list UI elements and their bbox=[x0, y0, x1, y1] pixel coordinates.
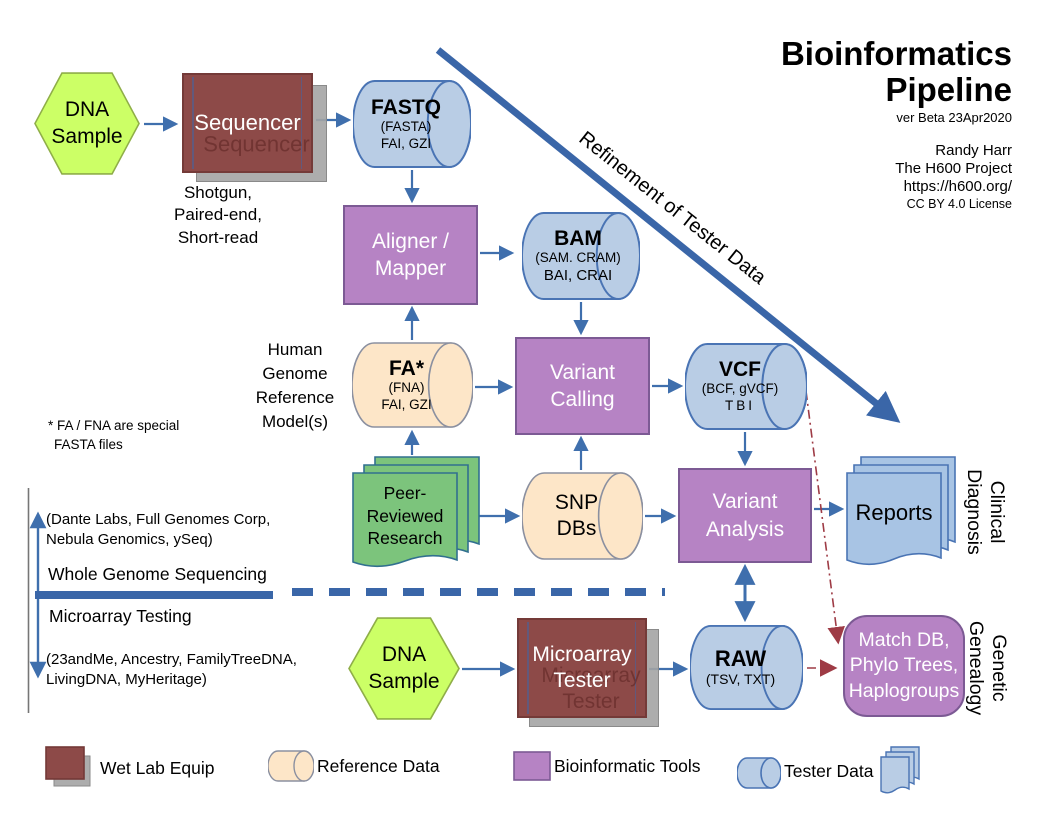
genealogy-dashdot-arrows bbox=[805, 390, 845, 677]
aligner-mapper-box: Aligner / Mapper bbox=[343, 205, 478, 305]
reports-docs: Reports bbox=[846, 456, 958, 578]
fastq-title: FASTQ bbox=[370, 95, 441, 119]
bam-title: BAM bbox=[554, 226, 602, 250]
fa-title: FA* bbox=[388, 356, 424, 380]
cylinder-shape bbox=[351, 342, 474, 428]
dna-sample-hexagon-top: DNA Sample bbox=[34, 72, 140, 175]
cylinder-shape bbox=[684, 343, 809, 430]
cylinder-shape bbox=[689, 625, 804, 710]
document-stack-shape bbox=[352, 456, 480, 568]
tester-docs-icon bbox=[880, 746, 921, 794]
raw-title: RAW bbox=[714, 645, 767, 671]
hexagon-shape bbox=[34, 72, 140, 175]
dna-sample-label: DNA Sample bbox=[51, 98, 123, 148]
sequencing-methods-note: Shotgun, Paired-end, Short-read bbox=[174, 183, 262, 247]
vcf-cylinder: VCF (BCF, gVCF) TBI bbox=[684, 343, 809, 430]
document-stack-shape bbox=[846, 456, 956, 566]
wet-lab-icon bbox=[45, 746, 91, 787]
hexagon-shape bbox=[348, 617, 460, 720]
cylinder-shape bbox=[521, 472, 644, 560]
fa-footnote: * FA / FNA are special FASTA files bbox=[48, 418, 180, 452]
reference-model-label: Human Genome Reference Model(s) bbox=[255, 340, 335, 432]
credits: Randy Harr The H600 Project https://h600… bbox=[690, 142, 1012, 196]
refinement-arrow bbox=[435, 47, 901, 423]
fastq-cylinder: FASTQ (FASTA) FAI, GZI bbox=[352, 80, 472, 168]
cylinder-shape bbox=[352, 80, 472, 168]
vcf-title: VCF bbox=[719, 358, 761, 382]
wgs-section-label: Whole Genome Sequencing bbox=[48, 564, 267, 584]
snp-dbs-cylinder: SNP DBs bbox=[521, 472, 644, 560]
legend-wet-lab: Wet Lab Equip bbox=[45, 746, 214, 790]
version-label: ver Beta 23Apr2020 bbox=[896, 110, 1012, 126]
arrow-vcf-to-matchdb bbox=[805, 390, 845, 645]
microarray-section-label: Microarray Testing bbox=[49, 606, 192, 626]
dna-sample-hexagon-bottom: DNA Sample bbox=[348, 617, 460, 720]
license-label: CC BY 4.0 License bbox=[906, 197, 1012, 212]
title-block: Bioinformatics Pipeline ver Beta 23Apr20… bbox=[690, 36, 1012, 211]
cylinder-shape bbox=[521, 212, 641, 300]
genetic-genealogy-label: Genetic Genealogy bbox=[965, 620, 1010, 716]
sequencer-box: Sequencer Sequencer bbox=[182, 73, 328, 185]
peer-reviewed-research-docs: Peer- Reviewed Research bbox=[352, 456, 482, 578]
legend-reference-data: Reference Data bbox=[268, 750, 440, 782]
variant-analysis-box: Variant Analysis bbox=[678, 468, 812, 563]
legend-bioinformatic-tools: Bioinformatic Tools bbox=[513, 751, 701, 781]
wgs-companies-note: (Dante Labs, Full Genomes Corp, Nebula G… bbox=[46, 511, 271, 548]
fa-reference-cylinder: FA* (FNA) FAI, GZI bbox=[351, 342, 474, 428]
clinical-diagnosis-label: Clinical Diagnosis bbox=[963, 469, 1008, 555]
microarray-label: Microarray Tester bbox=[532, 642, 632, 692]
raw-cylinder: RAW (TSV, TXT) bbox=[689, 625, 804, 710]
legend-tester-data: Tester Data bbox=[737, 746, 922, 796]
bioinformatic-tool-icon bbox=[513, 751, 551, 781]
variant-calling-box: Variant Calling bbox=[515, 337, 650, 435]
dna-sample-label: DNA Sample bbox=[368, 643, 440, 693]
reports-label: Reports bbox=[855, 500, 933, 525]
microarray-companies-note: (23andMe, Ancestry, FamilyTreeDNA, Livin… bbox=[46, 651, 297, 688]
microarray-tester-box: Microarray Tester Microarray Tester bbox=[517, 618, 662, 730]
project-url: https://h600.org/ bbox=[903, 178, 1012, 196]
page-title: Bioinformatics Pipeline bbox=[780, 35, 1012, 108]
match-db-box: Match DB, Phylo Trees, Haplogroups bbox=[843, 615, 965, 717]
tester-cylinder-icon bbox=[737, 757, 781, 789]
reference-cylinder-icon bbox=[268, 750, 314, 782]
peer-reviewed-label: Peer- Reviewed Research bbox=[366, 483, 444, 549]
sequencer-label: Sequencer bbox=[194, 110, 301, 136]
bam-cylinder: BAM (SAM. CRAM) BAI, CRAI bbox=[521, 212, 641, 300]
